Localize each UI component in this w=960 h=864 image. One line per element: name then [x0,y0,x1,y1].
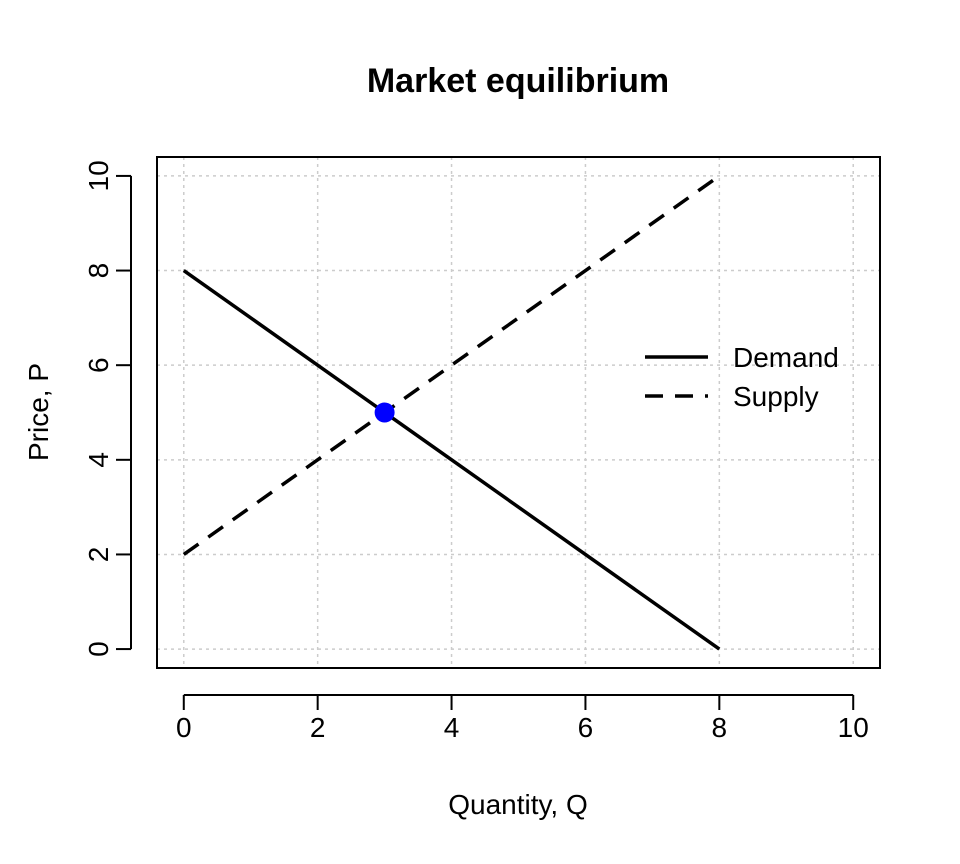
y-tick-label: 4 [83,452,114,468]
y-tick-label: 6 [83,357,114,373]
grid-layer [157,157,880,668]
equilibrium-point [374,402,395,423]
x-tick-label: 0 [176,712,192,743]
y-tick-label: 8 [83,263,114,279]
series-line-demand [182,269,721,651]
y-tick-label: 2 [83,547,114,563]
x-tick-label: 6 [578,712,594,743]
y-tick-label: 10 [83,160,114,191]
x-tick-label: 10 [838,712,869,743]
x-axis-label: Quantity, Q [448,789,588,820]
legend-label-supply: Supply [733,381,819,412]
y-axis: 0 2 4 6 8 10 [83,160,132,657]
legend: Demand Supply [645,342,839,412]
y-tick-label: 0 [83,641,114,657]
points-layer [374,402,395,423]
series-layer [182,174,721,651]
series-line-supply [182,174,721,556]
chart-title: Market equilibrium [367,62,669,100]
x-tick-label: 2 [310,712,326,743]
x-tick-label: 8 [712,712,728,743]
x-axis: 0 2 4 6 8 10 [176,694,869,743]
legend-label-demand: Demand [733,342,839,373]
plot-frame [156,156,881,669]
x-tick-label: 4 [444,712,460,743]
y-axis-label: Price, P [23,363,54,461]
